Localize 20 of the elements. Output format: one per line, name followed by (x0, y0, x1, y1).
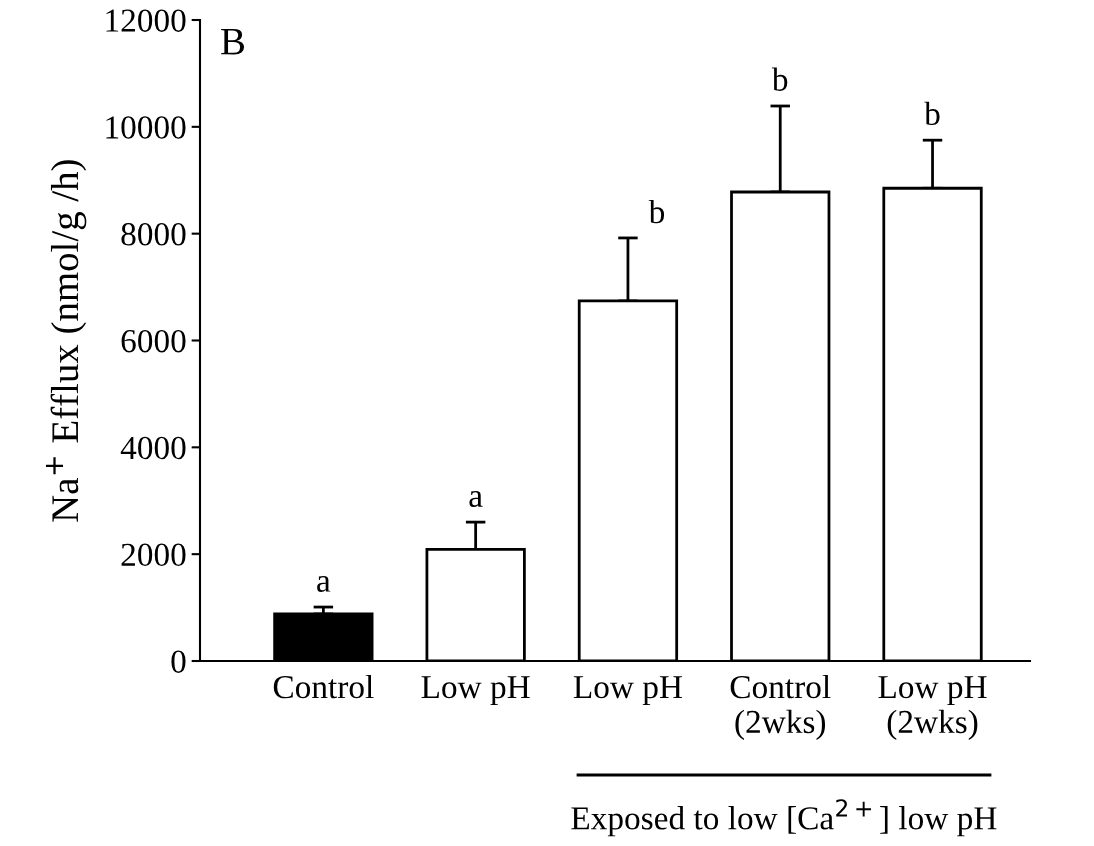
x-tick-label: Low pH (2wks) (878, 676, 987, 740)
y-tick-label: 0 (171, 650, 186, 673)
y-tick-label: 8000 (121, 223, 186, 246)
y-tick-label: 4000 (120, 436, 186, 460)
annotation: a (469, 491, 483, 508)
annotation: B (221, 28, 245, 55)
annotation: b (924, 101, 940, 126)
y-axis-title: Na$^{+}$ Efflux (nmol/g /h) (45, 160, 87, 522)
x-tick-label: Control (273, 674, 374, 699)
x-tick-label: Low pH (421, 676, 530, 706)
y-tick-label: 2000 (121, 543, 186, 567)
y-tick-label: 10000 (106, 116, 186, 139)
text: Exposed to low [Ca$^{2+}$] low pH (571, 799, 997, 837)
annotation: b (648, 199, 665, 224)
y-tick-label: 6000 (121, 329, 186, 353)
x-tick-label: Control (2wks) (730, 674, 831, 740)
x-tick-label: Low pH (573, 676, 683, 706)
annotation: b (771, 67, 788, 91)
annotation: a (317, 575, 331, 592)
y-tick-label: 12000 (106, 9, 186, 32)
